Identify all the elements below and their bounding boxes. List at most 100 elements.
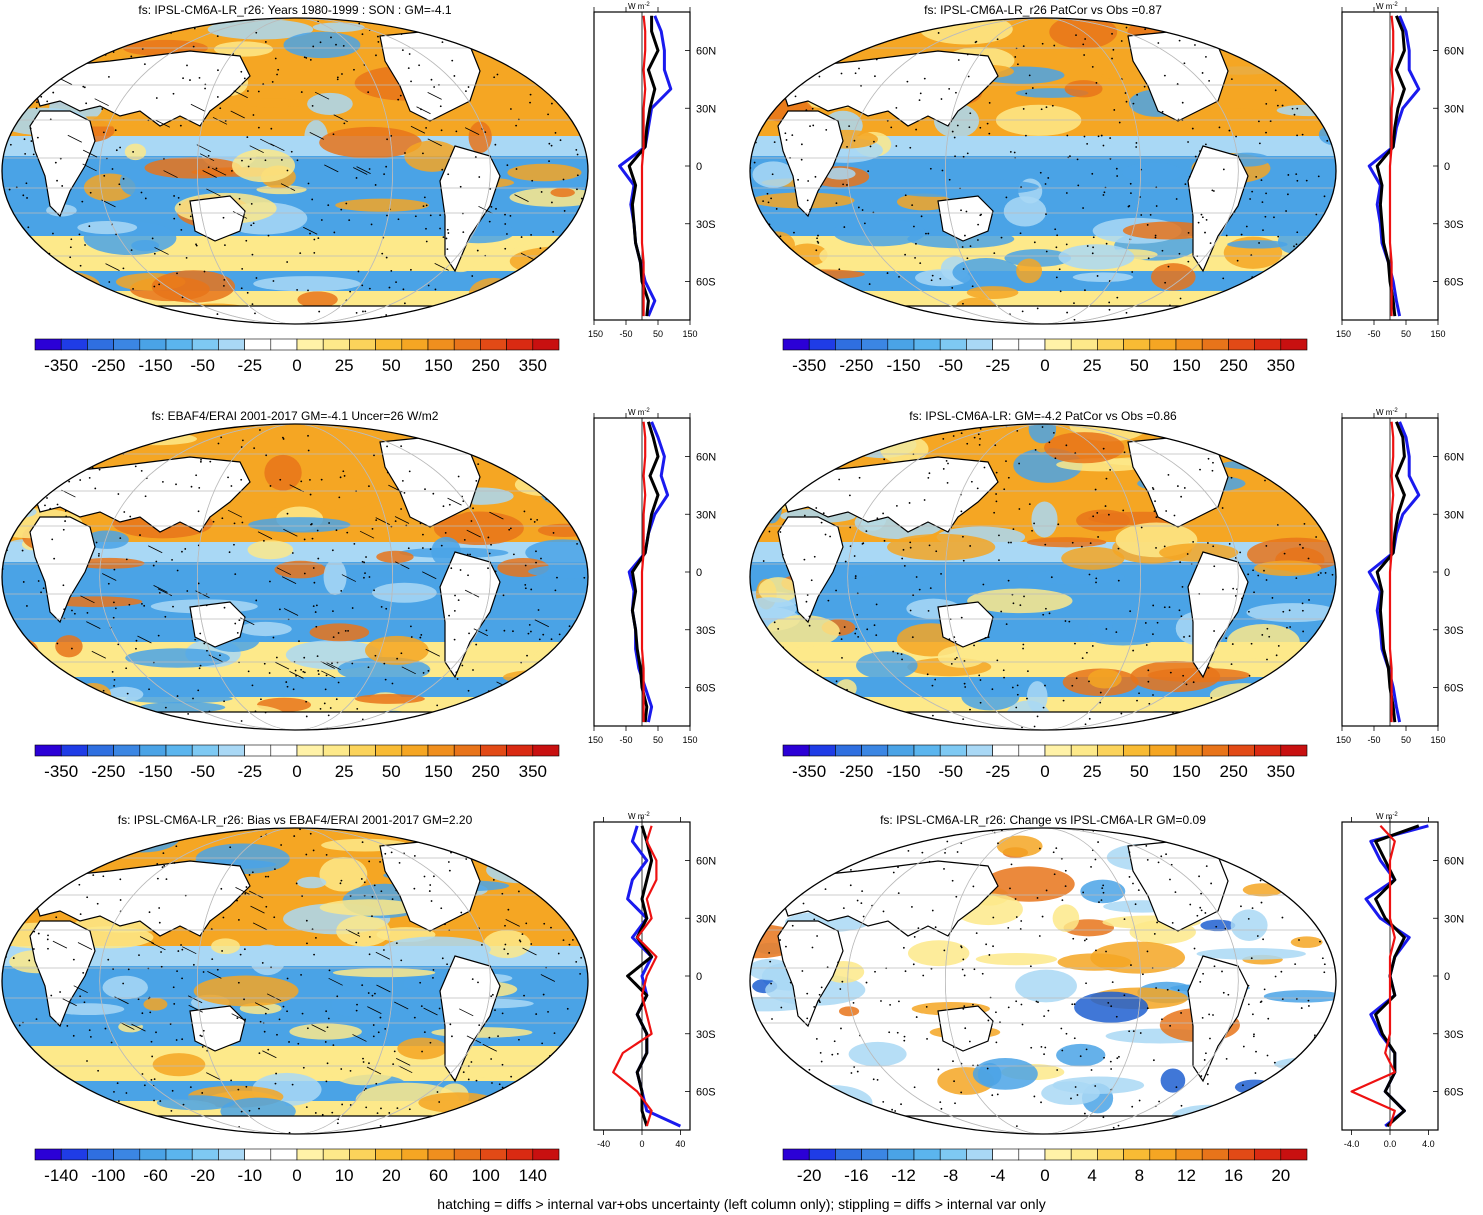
colorbar-swatch (1149, 1148, 1177, 1161)
panel-p4: fs: IPSL-CM6A-LR: GM=-4.2 PatCor vs Obs … (748, 406, 1483, 806)
colorbar-swatch (1175, 338, 1203, 351)
lat-label: 60N (1444, 452, 1464, 464)
colorbar-label: 8 (1135, 1166, 1144, 1185)
colorbar-swatch (808, 744, 836, 757)
lat-label: 30S (1444, 219, 1464, 231)
colorbar-swatch (60, 744, 88, 757)
colorbar-label: 12 (1177, 1166, 1196, 1185)
colorbar-swatch (1175, 744, 1203, 757)
colorbar-swatch (992, 1148, 1020, 1161)
colorbar-swatch (191, 1148, 219, 1161)
series-line-black (626, 825, 654, 1127)
colorbar-label: -150 (139, 356, 173, 375)
colorbar-label: 60 (429, 1166, 448, 1185)
unit-label: W m-2 (1376, 812, 1398, 821)
colorbar-swatch (191, 744, 219, 757)
colorbar-label: -60 (143, 1166, 168, 1185)
side-tick-label: 0 (639, 1139, 644, 1149)
colorbar-swatch (1097, 338, 1124, 351)
series-line-red (612, 825, 658, 1127)
colorbar-swatch (322, 1148, 350, 1161)
colorbar-swatch (861, 338, 889, 351)
lat-label: 30S (1444, 625, 1464, 637)
lat-label: 0 (1444, 971, 1450, 983)
colorbar-label: 50 (1130, 356, 1149, 375)
colorbar-swatch (913, 338, 941, 351)
colorbar-swatch (992, 744, 1020, 757)
world-map (1, 17, 589, 325)
side-tick-label: -50 (1367, 329, 1380, 339)
side-tick-label: 150 (682, 329, 697, 339)
colorbar-label: -350 (44, 356, 78, 375)
colorbar-label: 350 (1267, 356, 1295, 375)
side-tick-label: -50 (619, 735, 632, 745)
colorbar-label: -150 (887, 762, 921, 781)
colorbar-swatch (375, 338, 403, 351)
colorbar-label: -100 (91, 1166, 125, 1185)
world-map (749, 827, 1337, 1135)
colorbar-swatch (349, 1148, 376, 1161)
continent (29, 50, 251, 127)
colorbar-label: -250 (839, 762, 873, 781)
lat-label: 60S (696, 1087, 716, 1099)
series-line-black (1375, 421, 1406, 723)
colorbar-swatch (532, 338, 560, 351)
colorbar-swatch (861, 744, 889, 757)
continent (1187, 551, 1249, 679)
series-line-red (1388, 15, 1395, 317)
colorbar-label: 0 (1040, 356, 1049, 375)
colorbar-swatch (1254, 1148, 1282, 1161)
continent (189, 1005, 246, 1052)
colorbar-swatch (1280, 744, 1308, 757)
colorbar-label: -50 (938, 762, 963, 781)
colorbar-swatch (427, 1148, 455, 1161)
colorbar-swatch (113, 338, 141, 351)
side-tick-label: -150 (588, 735, 603, 745)
colorbar-label: 100 (471, 1166, 499, 1185)
colorbar-label: -350 (792, 356, 826, 375)
colorbar-swatch (60, 1148, 88, 1161)
colorbar-label: 0 (1040, 762, 1049, 781)
continent (38, 1115, 551, 1134)
side-tick-label: -40 (597, 1139, 610, 1149)
map-outline (1, 423, 589, 731)
colorbar-swatch (480, 338, 507, 351)
colorbar-swatch (913, 1148, 941, 1161)
lat-label: 30N (696, 103, 716, 115)
colorbar-label: -8 (943, 1166, 958, 1185)
colorbar-label: 150 (1172, 762, 1200, 781)
colorbar-swatch (401, 338, 429, 351)
colorbar-swatch (1018, 744, 1046, 757)
map-outline (749, 423, 1337, 731)
lat-label: 60S (1444, 277, 1464, 289)
colorbar-swatch (1070, 1148, 1098, 1161)
colorbar-label: 350 (1267, 762, 1295, 781)
colorbar-label: -250 (91, 356, 125, 375)
colorbar-swatch (270, 338, 298, 351)
panel-title: fs: IPSL-CM6A-LR_r26: Years 1980-1999 : … (138, 3, 452, 17)
colorbar-swatch (165, 338, 193, 351)
colorbar-swatch (966, 744, 993, 757)
colorbar-swatch (480, 1148, 507, 1161)
colorbar-label: 0 (292, 762, 301, 781)
colorbar-swatch (887, 1148, 915, 1161)
continent (439, 955, 501, 1083)
lat-label: 30S (696, 219, 716, 231)
panel-title: fs: EBAF4/ERAI 2001-2017 GM=-4.1 Uncer=2… (151, 409, 439, 423)
side-tick-label: 150 (1430, 735, 1445, 745)
lat-label: 60S (696, 277, 716, 289)
colorbar-label: -12 (891, 1166, 916, 1185)
colorbar-swatch (1018, 1148, 1046, 1161)
map-outline (1, 17, 589, 325)
colorbar-swatch (165, 1148, 193, 1161)
map-outline (1, 827, 589, 1135)
colorbar-label: 10 (335, 1166, 354, 1185)
colorbar-swatch (1280, 1148, 1308, 1161)
lat-label: 60N (1444, 856, 1464, 868)
world-map (1, 423, 589, 731)
colorbar-label: -50 (938, 356, 963, 375)
side-tick-label: -150 (1336, 735, 1351, 745)
colorbar-label: -50 (190, 762, 215, 781)
unit-label: W m-2 (628, 408, 650, 417)
map-outline (749, 17, 1337, 325)
